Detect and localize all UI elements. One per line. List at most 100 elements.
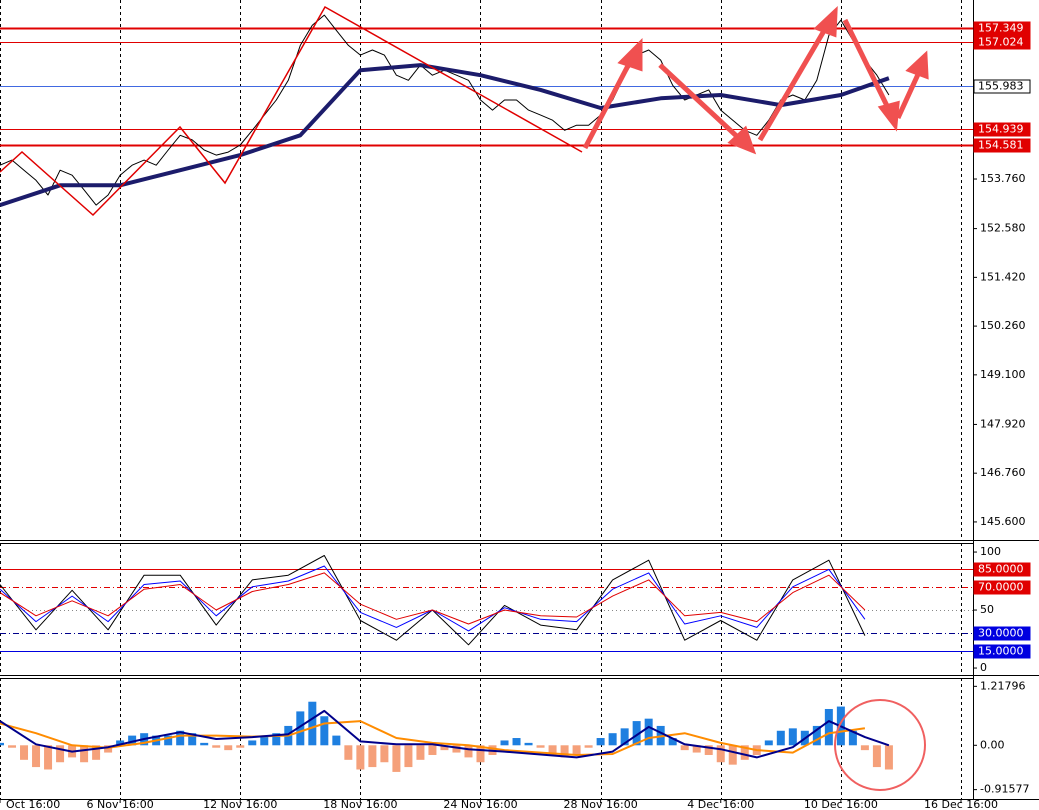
histogram-bar [476,745,485,763]
histogram-bar [8,745,17,748]
histogram-bar [392,745,401,772]
histogram-bar [32,745,41,768]
histogram-bar [620,728,629,746]
histogram-bar [596,738,605,746]
y-tick-label: 1.21796 [980,679,1026,692]
histogram-bar [668,738,677,746]
x-tick-label: 10 Dec 16:00 [804,798,878,810]
arrows [582,5,929,155]
level-label: 70.0000 [978,581,1024,594]
level-label: 157.024 [978,36,1024,49]
series-line [0,572,866,625]
panel [0,678,962,800]
x-tick-label: 18 Nov 16:00 [323,798,397,810]
histogram-bar [320,716,329,746]
level-label: 155.983 [978,80,1024,93]
level-label-box [973,21,1031,36]
y-tick-label: 146.760 [980,466,1026,479]
panel [0,0,973,540]
histogram-bar [512,738,521,746]
histogram-bar [296,711,305,746]
level-label: 154.939 [978,123,1024,136]
y-tick-label: 153.760 [980,172,1026,185]
arrow [582,56,635,150]
y-tick-label: 100 [980,545,1001,558]
histogram-bar [428,745,437,755]
histogram-bar [248,740,257,746]
histogram-bar [332,735,341,746]
histogram-bar [260,735,269,746]
histogram-bar [236,745,245,748]
level-label: 157.349 [978,22,1024,35]
y-tick-label: 149.100 [980,368,1026,381]
arrow-head [813,5,838,38]
histogram-bar [884,745,893,770]
histogram-bar [632,721,641,746]
histogram-bar [776,730,785,746]
histogram-bar [56,745,65,763]
histogram-bar [608,733,617,746]
x-tick-label: 24 Nov 16:00 [443,798,517,810]
histogram-bar [716,745,725,763]
level-label-box [973,580,1031,595]
histogram-bar [344,745,353,760]
level-label-box [973,626,1031,641]
histogram-bar [380,745,389,763]
arrow-head [617,37,643,72]
histogram-bar [584,745,593,748]
arrow [757,22,831,142]
histogram-bar [680,745,689,751]
histogram-bar [524,742,533,746]
histogram-bar [644,718,653,746]
level-label-box [973,138,1031,153]
histogram-bar [164,735,173,746]
arrow-head [877,100,900,132]
histogram-bar [176,730,185,746]
y-tick-label: 145.600 [980,515,1026,528]
arrow [658,63,745,144]
x-tick-label: Oct 16:00 [6,798,60,810]
histogram-bar [212,745,221,748]
panel [0,543,973,675]
histogram-bar [536,745,545,748]
y-tick-label: 152.580 [980,222,1026,235]
histogram-bar [44,745,53,770]
histogram-bar [80,745,89,763]
histogram-bar [200,742,209,746]
histogram-bar [0,742,4,746]
histogram-bar [500,740,509,746]
histogram-bar [560,745,569,758]
zigzag-line [0,5,583,217]
histogram-bar [92,745,101,760]
level-label: 30.0000 [978,627,1024,640]
histogram-bar [812,725,821,746]
x-tick-label: 4 Dec 16:00 [687,798,754,810]
y-tick-label: 0.00 [980,738,1005,751]
histogram-bar [308,701,317,746]
arrow-head [905,50,929,80]
y-tick-label: 150.260 [980,319,1026,332]
level-label-box [973,562,1031,577]
level-label: 15.0000 [978,645,1024,658]
y-tick-label: 151.420 [980,270,1026,283]
y-tick-label: 50 [980,603,994,616]
histogram-bar [368,745,377,768]
x-tick-label: 6 Nov 16:00 [87,798,154,810]
histogram-bar [788,728,797,746]
level-label-box [973,35,1031,50]
histogram-bar [20,745,29,760]
histogram-bar [128,735,137,746]
histogram-bar [116,740,125,746]
histogram-bar [464,745,473,758]
level-label: 85.0000 [978,563,1024,576]
level-label: 154.581 [978,139,1024,152]
histogram-bar [704,745,713,755]
histogram-bar [416,745,425,760]
level-label-box [973,79,1031,94]
histogram-bar [824,708,833,746]
y-tick-label: -0.91577 [980,783,1029,796]
x-tick-label: 28 Nov 16:00 [564,798,638,810]
